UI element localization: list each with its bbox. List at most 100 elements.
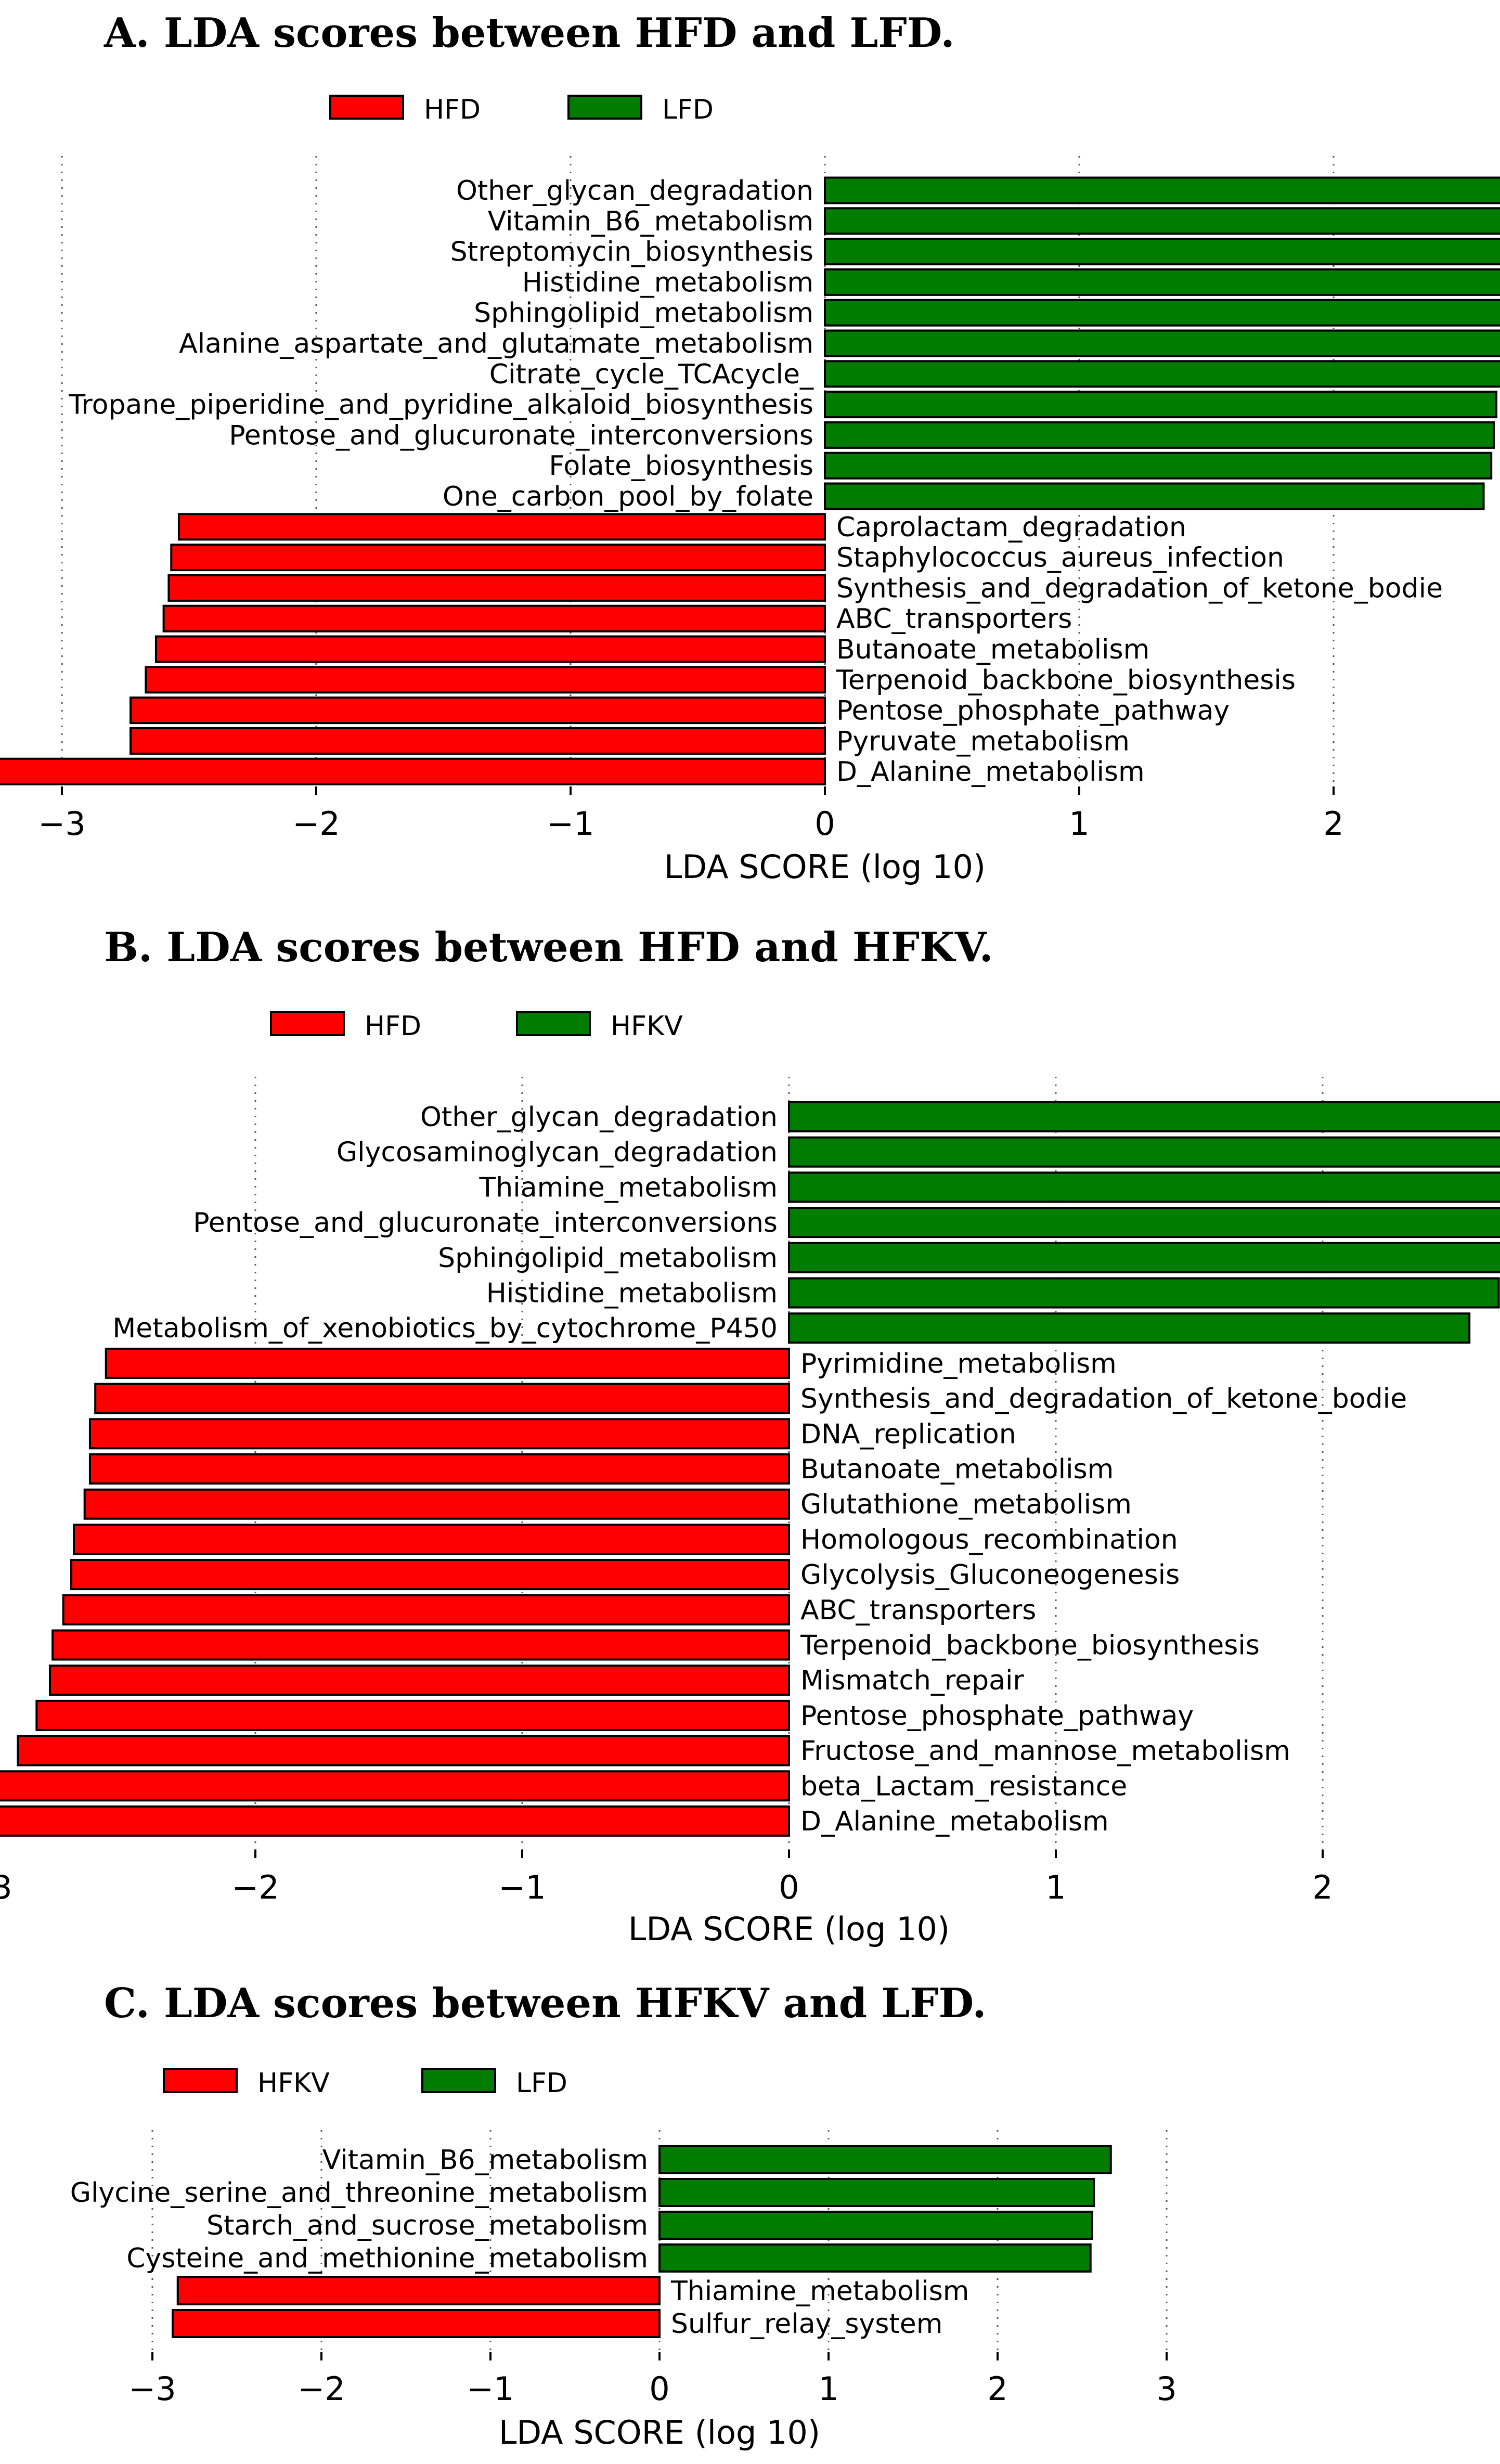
panel-b-bar [788,1207,1500,1239]
panel-a-bar-label: Synthesis_and_degradation_of_ketone_bodi… [836,573,1443,604]
panel-a-bar-label: Pyruvate_metabolism [836,726,1130,757]
panel-b-bar-label: Histidine_metabolism [486,1278,778,1309]
panel-a-bar-label: D_Alanine_metabolism [836,756,1145,788]
panel-a-bar [824,268,1500,296]
panel-b-x-axis-title: LDA SCORE (log 10) [628,1910,950,1948]
panel-b-tick-label: −3 [0,1868,12,1906]
panel-a-tick-label: 1 [1069,805,1089,843]
panel-b-bar [94,1383,791,1414]
panel-b-tick-label: 2 [1312,1868,1333,1906]
panel-a-legend-swatch-lfd [567,95,642,120]
panel-c-x-axis-title: LDA SCORE (log 10) [499,2414,820,2452]
panel-b-bar [70,1559,790,1591]
panel-a-bar-label: Folate_biosynthesis [549,450,813,482]
panel-b-bar [17,1735,790,1766]
panel-a-bar-label: Caprolactam_degradation [836,512,1186,543]
panel-a-bar [130,727,826,755]
panel-b-tick-label: −1 [498,1868,546,1906]
panel-a-tick-label: −1 [547,805,594,843]
panel-b-bar [788,1136,1500,1168]
panel-b-bar-label: Pentose_and_glucuronate_interconversions [193,1207,778,1239]
panel-c-tick-label: −2 [298,2370,345,2408]
panel-c-bar [658,2243,1092,2273]
panel-b-bar [88,1418,791,1450]
panel-a-bar [177,513,826,541]
panel-b-bar [788,1242,1500,1273]
panel-b-bar-label: Thiamine_metabolism [479,1172,778,1203]
panel-b-legend-swatch-hfd [270,1011,345,1036]
panel-b-bar [788,1312,1471,1344]
panel-a-bar-label: Tropane_piperidine_and_pyridine_alkaloid… [68,390,813,421]
panel-a-bar [154,635,826,663]
panel-a-bar-label: Streptomycin_biosynthesis [450,237,813,268]
panel-a-bar-label: Terpenoid_backbone_biosynthesis [836,665,1296,696]
panel-b-bar [51,1629,791,1661]
panel-a-bar-label: One_carbon_pool_by_folate [443,481,813,512]
panel-b-bar [0,1770,791,1802]
panel-a-bar-label: Sphingolipid_metabolism [474,298,813,329]
panel-b-bar-label: Mismatch_repair [800,1665,1024,1696]
panel-a-bar [162,604,826,633]
panel-b-bar [83,1488,790,1520]
panel-a-bar [824,299,1500,327]
panel-c-tick-label: −1 [467,2370,514,2408]
panel-a-bar [824,329,1500,357]
panel-a-bar-label: Alanine_aspartate_and_glutamate_metaboli… [179,328,813,359]
panel-b-bar-label: Glycolysis_Gluconeogenesis [800,1559,1180,1591]
panel-a-tick-label: 0 [814,805,835,843]
panel-c-bar-label: Thiamine_metabolism [670,2276,969,2307]
panel-b-tick-label: 1 [1045,1868,1066,1906]
panel-a-bar [145,666,826,694]
panel-a-bar [0,757,826,785]
panel-c-bar [658,2178,1095,2207]
panel-a-bar [170,544,826,572]
panel-a-bar [824,207,1500,235]
panel-b-tick-label: −2 [231,1868,279,1906]
panel-c-tick-label: 1 [818,2370,838,2408]
panel-b-tick-label: 0 [779,1868,799,1906]
panel-b-bar-label: Butanoate_metabolism [800,1454,1114,1485]
panel-c-bar [176,2276,661,2305]
panel-a-bar-label: Vitamin_B6_metabolism [488,206,813,237]
panel-b-bar [788,1171,1500,1203]
panel-b-bar [73,1524,790,1555]
panel-c-bar-label: Vitamin_B6_metabolism [322,2145,648,2176]
panel-b-bar [788,1101,1500,1132]
panel-b-legend-label-hfd: HFD [365,1011,421,1042]
panel-c-bar-label: Sulfur_relay_system [671,2308,942,2340]
panel-b-bar [88,1453,791,1485]
panel-a-bar [824,360,1500,388]
panel-c-legend-swatch-lfd [421,2068,496,2093]
panel-c-title: C. LDA scores between HFKV and LFD. [104,1980,987,2027]
panel-b-bar-label: Homologous_recombination [800,1524,1178,1555]
panel-c-legend-swatch-hfkv [163,2068,238,2093]
panel-b-bar-label: D_Alanine_metabolism [800,1806,1109,1837]
panel-a-bar [130,696,826,725]
panel-a-bar-label: Pentose_phosphate_pathway [836,695,1230,727]
panel-a-legend-swatch-hfd [329,95,404,120]
panel-c-tick-label: 0 [649,2370,669,2408]
panel-c-bar [658,2145,1112,2174]
panel-b-bar-label: Glutathione_metabolism [800,1489,1132,1520]
panel-c-legend-label-hfkv: HFKV [257,2068,330,2099]
panel-b-bar-label: Pyrimidine_metabolism [800,1348,1117,1379]
panel-a-legend-label-hfd: HFD [424,94,481,125]
panel-b-bar-label: Synthesis_and_degradation_of_ketone_bodi… [800,1384,1407,1415]
panel-a-bar-label: Other_glycan_degradation [456,175,813,207]
panel-b-bar-label: Other_glycan_degradation [420,1102,778,1133]
panel-b-bar [105,1347,791,1379]
panel-c-bar [172,2309,661,2338]
panel-c-tick-label: 2 [987,2370,1007,2408]
panel-a-title: A. LDA scores between HFD and LFD. [104,9,955,57]
panel-a-legend-label-lfd: LFD [662,94,714,125]
panel-b-bar-label: Fructose_and_mannose_metabolism [800,1736,1290,1767]
panel-c-tick-label: 3 [1156,2370,1176,2408]
panel-b-bar-label: Glycosaminoglycan_degradation [337,1137,778,1168]
panel-b-bar [788,1277,1500,1309]
panel-a-tick-label: 2 [1323,805,1343,843]
panel-b-legend-swatch-hfkv [516,1011,591,1036]
panel-a-bar [167,574,826,602]
panel-c-legend-label-lfd: LFD [516,2068,567,2099]
panel-c-bar-label: Cysteine_and_methionine_metabolism [126,2243,648,2274]
